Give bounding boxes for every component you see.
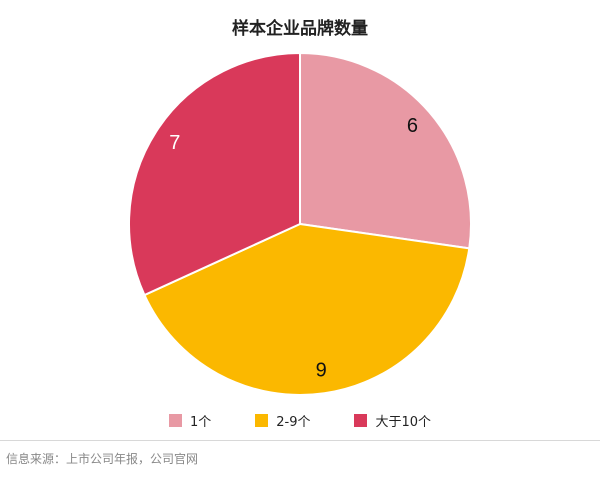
legend-item-2: 2-9个 [255, 411, 310, 430]
legend-label-1: 1个 [189, 415, 212, 430]
pie-slice-1 [299, 51, 472, 250]
legend-swatch-1 [168, 414, 182, 427]
legend-swatch-2 [255, 414, 269, 427]
source-note: 信息来源：上市公司年报，公司官网 [6, 452, 199, 466]
legend-label-3: 大于10个 [375, 415, 432, 430]
legend-item-1: 1个 [168, 411, 212, 430]
chart-title: 样本企业品牌数量 [232, 19, 368, 39]
legend-swatch-3 [354, 414, 368, 427]
slice-value-label-1: 6 [407, 115, 418, 137]
pie-slice-3 [128, 51, 301, 297]
legend: 1个 2-9个 大于10个 [0, 411, 600, 430]
pie-chart: 6 9 7 [128, 51, 472, 396]
slice-value-label-2: 9 [316, 360, 327, 382]
slice-value-label-3: 7 [169, 132, 180, 154]
pie-slice-2 [143, 222, 471, 396]
legend-label-2: 2-9个 [276, 415, 311, 430]
divider [0, 440, 600, 441]
legend-item-3: 大于10个 [354, 411, 431, 430]
